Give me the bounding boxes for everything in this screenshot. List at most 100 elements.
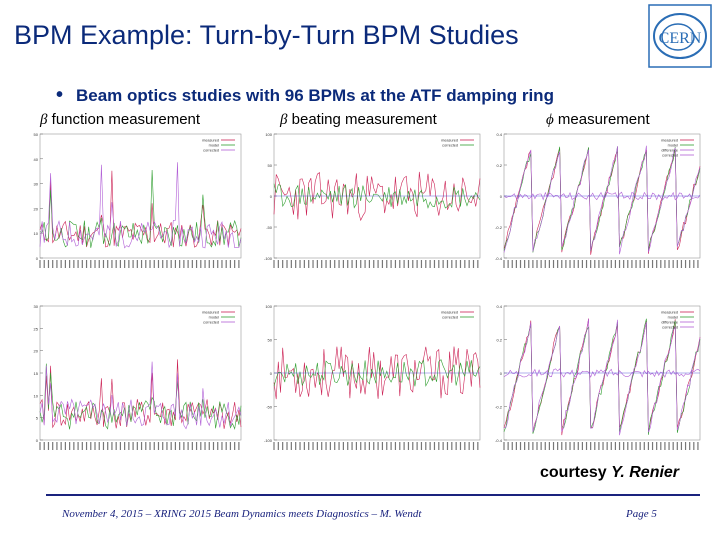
x-tick-mark — [689, 260, 691, 268]
x-tick-mark — [183, 442, 185, 450]
x-tick-mark — [183, 260, 185, 268]
x-tick-mark — [594, 260, 596, 268]
x-tick-mark — [425, 260, 427, 268]
x-tick-mark — [557, 260, 559, 268]
x-tick-mark — [585, 442, 588, 450]
x-tick-mark — [286, 260, 288, 268]
x-tick-mark — [429, 260, 431, 268]
legend-label: measured — [441, 139, 458, 143]
y-tick-label: 0 — [500, 371, 503, 376]
x-tick-mark — [153, 260, 155, 268]
bullet-item: • Beam optics studies with 96 BPMs at the… — [56, 84, 554, 107]
x-tick-mark — [308, 260, 310, 268]
x-tick-mark — [684, 442, 687, 450]
x-tick-mark — [368, 442, 371, 450]
legend-label: corrected — [662, 326, 678, 330]
x-tick-mark — [425, 442, 427, 450]
x-tick-mark — [277, 442, 279, 450]
x-tick-mark — [668, 260, 670, 268]
x-tick-mark — [329, 260, 331, 268]
x-tick-mark — [569, 260, 571, 268]
y-tick-label: 30 — [34, 182, 39, 187]
x-tick-mark — [507, 442, 509, 450]
x-tick-mark — [43, 260, 45, 268]
x-tick-mark — [627, 442, 629, 450]
x-tick-mark — [338, 260, 340, 268]
x-tick-mark — [47, 442, 50, 450]
x-tick-mark — [680, 260, 683, 268]
x-tick-mark — [503, 260, 505, 268]
x-tick-mark — [651, 442, 654, 450]
x-tick-mark — [212, 260, 215, 268]
x-tick-mark — [468, 442, 470, 450]
x-tick-mark — [532, 442, 534, 450]
y-tick-label: 0 — [270, 194, 273, 199]
x-tick-mark — [338, 442, 340, 450]
series-line-2 — [39, 361, 242, 430]
section-label-beta-beating: β beating measurement — [280, 111, 437, 128]
x-tick-mark — [312, 442, 314, 450]
y-tick-label: 0 — [270, 371, 273, 376]
footer-text: November 4, 2015 – XRING 2015 Beam Dynam… — [62, 508, 422, 520]
series-line-1 — [273, 359, 481, 387]
x-tick-mark — [455, 260, 457, 268]
y-tick-label: 20 — [34, 206, 39, 211]
x-tick-mark — [321, 260, 323, 268]
x-tick-mark — [94, 442, 96, 450]
x-tick-mark — [614, 260, 617, 268]
y-tick-label: 100 — [265, 132, 272, 137]
x-tick-mark — [390, 442, 392, 450]
x-tick-mark — [170, 260, 172, 268]
x-tick-mark — [536, 442, 538, 450]
y-tick-label: -50 — [266, 225, 273, 230]
x-tick-mark — [368, 260, 371, 268]
courtesy-credit: courtesy Y. Renier — [540, 464, 680, 481]
x-tick-mark — [680, 442, 683, 450]
x-tick-mark — [684, 260, 687, 268]
x-tick-mark — [623, 260, 625, 268]
x-tick-mark — [618, 442, 621, 450]
y-tick-label: 30 — [34, 304, 39, 309]
x-tick-mark — [519, 442, 522, 450]
x-tick-mark — [610, 442, 612, 450]
x-tick-mark — [162, 260, 164, 268]
y-tick-label: -0.4 — [495, 438, 503, 443]
x-tick-mark — [602, 260, 604, 268]
x-tick-mark — [77, 442, 79, 450]
y-tick-label: 0 — [36, 438, 39, 443]
y-tick-label: -100 — [264, 256, 273, 261]
x-tick-mark — [351, 260, 353, 268]
series-line-3 — [503, 145, 701, 255]
x-tick-mark — [399, 260, 401, 268]
x-tick-mark — [577, 260, 579, 268]
x-tick-mark — [166, 260, 168, 268]
x-tick-mark — [697, 442, 699, 450]
x-tick-mark — [433, 442, 436, 450]
x-tick-mark — [119, 442, 121, 450]
x-tick-mark — [342, 260, 344, 268]
x-tick-mark — [208, 260, 210, 268]
x-tick-mark — [111, 260, 113, 268]
x-tick-mark — [98, 442, 100, 450]
x-tick-mark — [221, 260, 223, 268]
x-tick-mark — [627, 260, 629, 268]
x-tick-mark — [102, 260, 105, 268]
series-line-2 — [39, 162, 242, 249]
x-tick-mark — [643, 442, 645, 450]
x-tick-mark — [573, 260, 575, 268]
x-tick-mark — [420, 260, 423, 268]
plot-phase-bottom: -0.4 -0.2 0 0.2 0.4 measuredmodeldifferenceco… — [495, 304, 701, 450]
x-tick-mark — [52, 260, 54, 268]
y-tick-label: 0 — [500, 194, 503, 199]
x-tick-mark — [693, 260, 695, 268]
x-tick-mark — [299, 260, 301, 268]
legend-label: measured — [661, 311, 678, 315]
x-tick-mark — [132, 442, 134, 450]
x-tick-mark — [102, 442, 105, 450]
x-tick-mark — [373, 260, 375, 268]
x-tick-mark — [94, 260, 96, 268]
x-tick-mark — [548, 260, 550, 268]
legend-label: measured — [661, 139, 678, 143]
